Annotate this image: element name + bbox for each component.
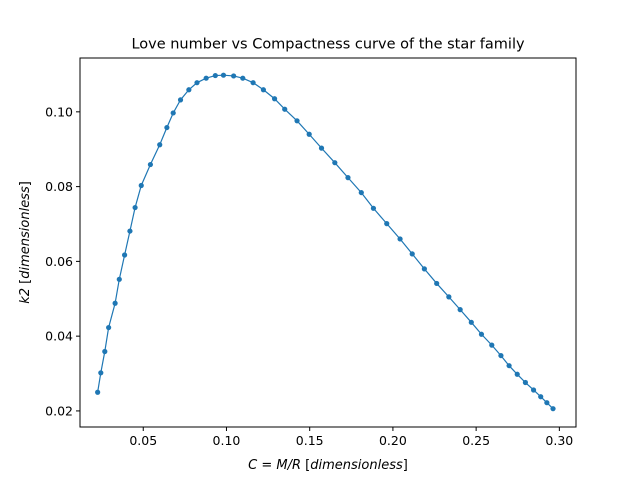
data-point (332, 160, 338, 166)
y-tick-label: 0.06 (45, 254, 73, 269)
data-point (186, 87, 192, 93)
data-point (370, 205, 377, 211)
y-axis-label-space: [ (18, 279, 33, 288)
data-point (231, 73, 237, 79)
data-point (544, 400, 550, 406)
data-point (506, 363, 512, 369)
data-point (318, 145, 325, 151)
data-point (550, 406, 556, 412)
data-point (212, 72, 218, 79)
data-point (306, 131, 312, 137)
y-axis-label-unit: dimensionless (18, 186, 33, 279)
data-point (240, 75, 246, 81)
x-axis-label: C = M/R [dimensionless] (248, 458, 408, 473)
data-point (358, 189, 364, 196)
data-point (446, 294, 452, 300)
data-point (498, 352, 504, 359)
data-point (409, 251, 415, 257)
y-tick-label: 0.10 (45, 104, 73, 119)
data-point (132, 204, 138, 211)
data-point (271, 96, 278, 102)
x-tick-label: 0.20 (379, 433, 407, 448)
data-point (282, 106, 288, 112)
y-axis-ticks: 0.02 0.04 0.06 0.08 0.10 (45, 104, 80, 418)
data-point (95, 389, 101, 395)
x-axis-label-unit: dimensionless (310, 458, 403, 473)
data-point (489, 342, 495, 348)
plot-frame (79, 57, 577, 428)
y-axis-label-math: k2 (18, 288, 33, 304)
x-tick-label: 0.25 (462, 433, 490, 448)
data-point (250, 80, 256, 86)
data-point (98, 370, 104, 376)
data-point (116, 276, 122, 282)
data-point (112, 300, 118, 306)
x-tick-label: 0.05 (129, 433, 157, 448)
data-point (157, 142, 163, 148)
data-point (177, 97, 184, 103)
data-point (514, 371, 520, 377)
x-axis-ticks: 0.05 0.10 0.15 0.20 0.25 0.30 (129, 427, 573, 448)
data-point (522, 379, 529, 386)
data-point (538, 394, 544, 400)
data-point (102, 348, 108, 355)
x-tick-label: 0.30 (545, 433, 573, 448)
data-point (294, 118, 300, 124)
data-point (122, 252, 128, 258)
data-point (434, 280, 440, 287)
data-point (106, 324, 112, 331)
y-axis-label: k2 [dimensionless] (18, 181, 33, 304)
data-point (138, 182, 144, 189)
chart-title: Love number vs Compactness curve of the … (131, 37, 525, 53)
data-point (468, 319, 474, 325)
y-tick-label: 0.08 (45, 179, 73, 194)
data-point (260, 87, 267, 93)
y-tick-label: 0.04 (45, 329, 73, 344)
data-point (345, 175, 351, 181)
data-point (220, 72, 227, 78)
data-point (397, 236, 403, 242)
data-point (194, 80, 200, 86)
data-point (127, 228, 133, 234)
x-axis-label-close: ] (403, 458, 408, 473)
y-axis-label-close: ] (18, 181, 33, 186)
data-point (421, 266, 427, 272)
data-point (530, 387, 537, 393)
x-tick-label: 0.10 (213, 433, 241, 448)
data-point (478, 331, 485, 337)
data-point (170, 110, 176, 116)
y-tick-label: 0.02 (45, 403, 73, 418)
series-layer (95, 72, 556, 412)
x-axis-label-space: [ (301, 458, 310, 473)
x-tick-label: 0.15 (296, 433, 324, 448)
data-point (203, 75, 209, 81)
data-point (457, 307, 463, 313)
data-point (164, 124, 170, 131)
data-point (147, 161, 154, 168)
data-point (384, 221, 390, 227)
x-axis-label-math: C = M/R (248, 458, 301, 473)
